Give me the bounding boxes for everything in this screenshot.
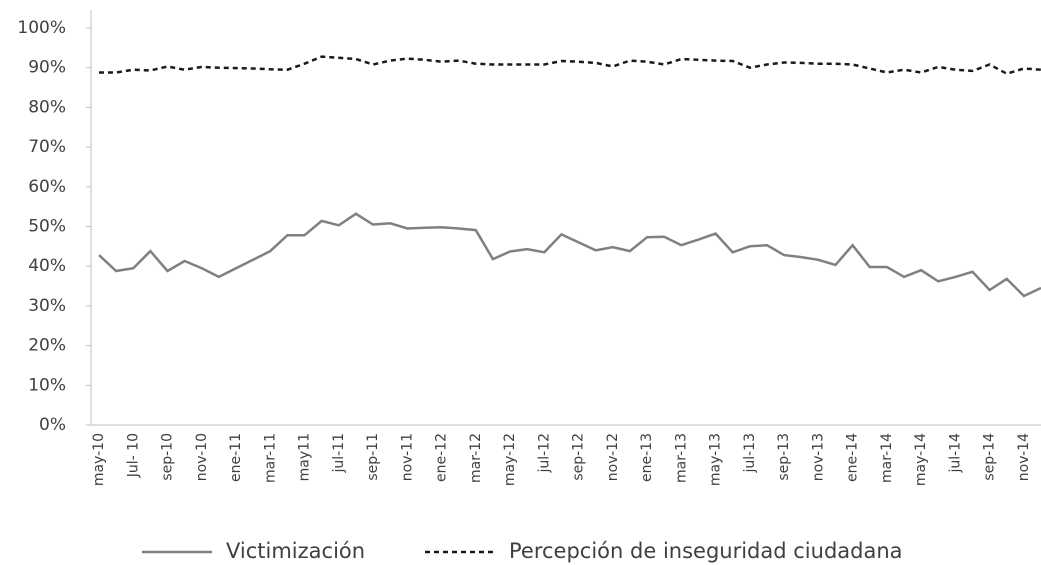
y-tick-label: 70% (28, 137, 66, 157)
x-tick-label: ene-12 (434, 433, 450, 482)
y-tick-label: 40% (28, 256, 66, 276)
x-tick-label: nov-11 (399, 433, 415, 481)
x-tick-label: nov-12 (605, 433, 621, 481)
x-tick-label: ene-11 (228, 433, 244, 482)
x-tick-label: sep-14 (982, 433, 998, 481)
x-tick-label: may-13 (708, 433, 724, 486)
x-tick-label: nov-10 (194, 433, 210, 481)
x-tick-label: may-10 (91, 433, 107, 486)
x-tick-label: ene-13 (639, 433, 655, 482)
y-tick-label: 90% (28, 58, 66, 78)
x-tick-label: mar-11 (262, 433, 278, 483)
series-line (98, 212, 1041, 298)
legend-label: Victimización (226, 539, 365, 563)
x-tick-label: ene-14 (845, 433, 861, 482)
y-tick-label: 0% (39, 415, 66, 435)
x-tick-label: Jul- 10 (125, 433, 141, 478)
x-tick-label: mar-14 (879, 433, 895, 483)
x-tick-label: may11 (297, 433, 313, 481)
x-tick-label: mar-12 (468, 433, 484, 483)
y-tick-label: 80% (28, 97, 66, 117)
x-tick-label: jul-11 (331, 433, 347, 474)
y-tick-label: 100% (17, 18, 66, 38)
x-tick-label: jul-14 (947, 433, 963, 474)
legend-label: Percepción de inseguridad ciudadana (509, 539, 903, 563)
x-tick-label: mar-13 (673, 433, 689, 483)
y-tick-label: 60% (28, 177, 66, 197)
x-tick-label: sep-12 (571, 433, 587, 481)
x-tick-label: nov-13 (810, 433, 826, 481)
y-tick-label: 20% (28, 336, 66, 356)
x-tick-label: sep-10 (160, 433, 176, 481)
x-tick-label: sep-13 (776, 433, 792, 481)
y-tick-label: 10% (28, 375, 66, 395)
x-tick-label: nov-14 (1016, 433, 1032, 481)
y-tick-label: 50% (28, 217, 66, 237)
y-tick-label: 30% (28, 296, 66, 316)
x-tick-label: jul-12 (536, 433, 552, 474)
x-tick-label: may-12 (502, 433, 518, 486)
x-tick-label: sep-11 (365, 433, 381, 481)
x-tick-label: jul-13 (742, 433, 758, 474)
x-tick-label: may-14 (913, 433, 929, 486)
series-line (99, 55, 1041, 76)
